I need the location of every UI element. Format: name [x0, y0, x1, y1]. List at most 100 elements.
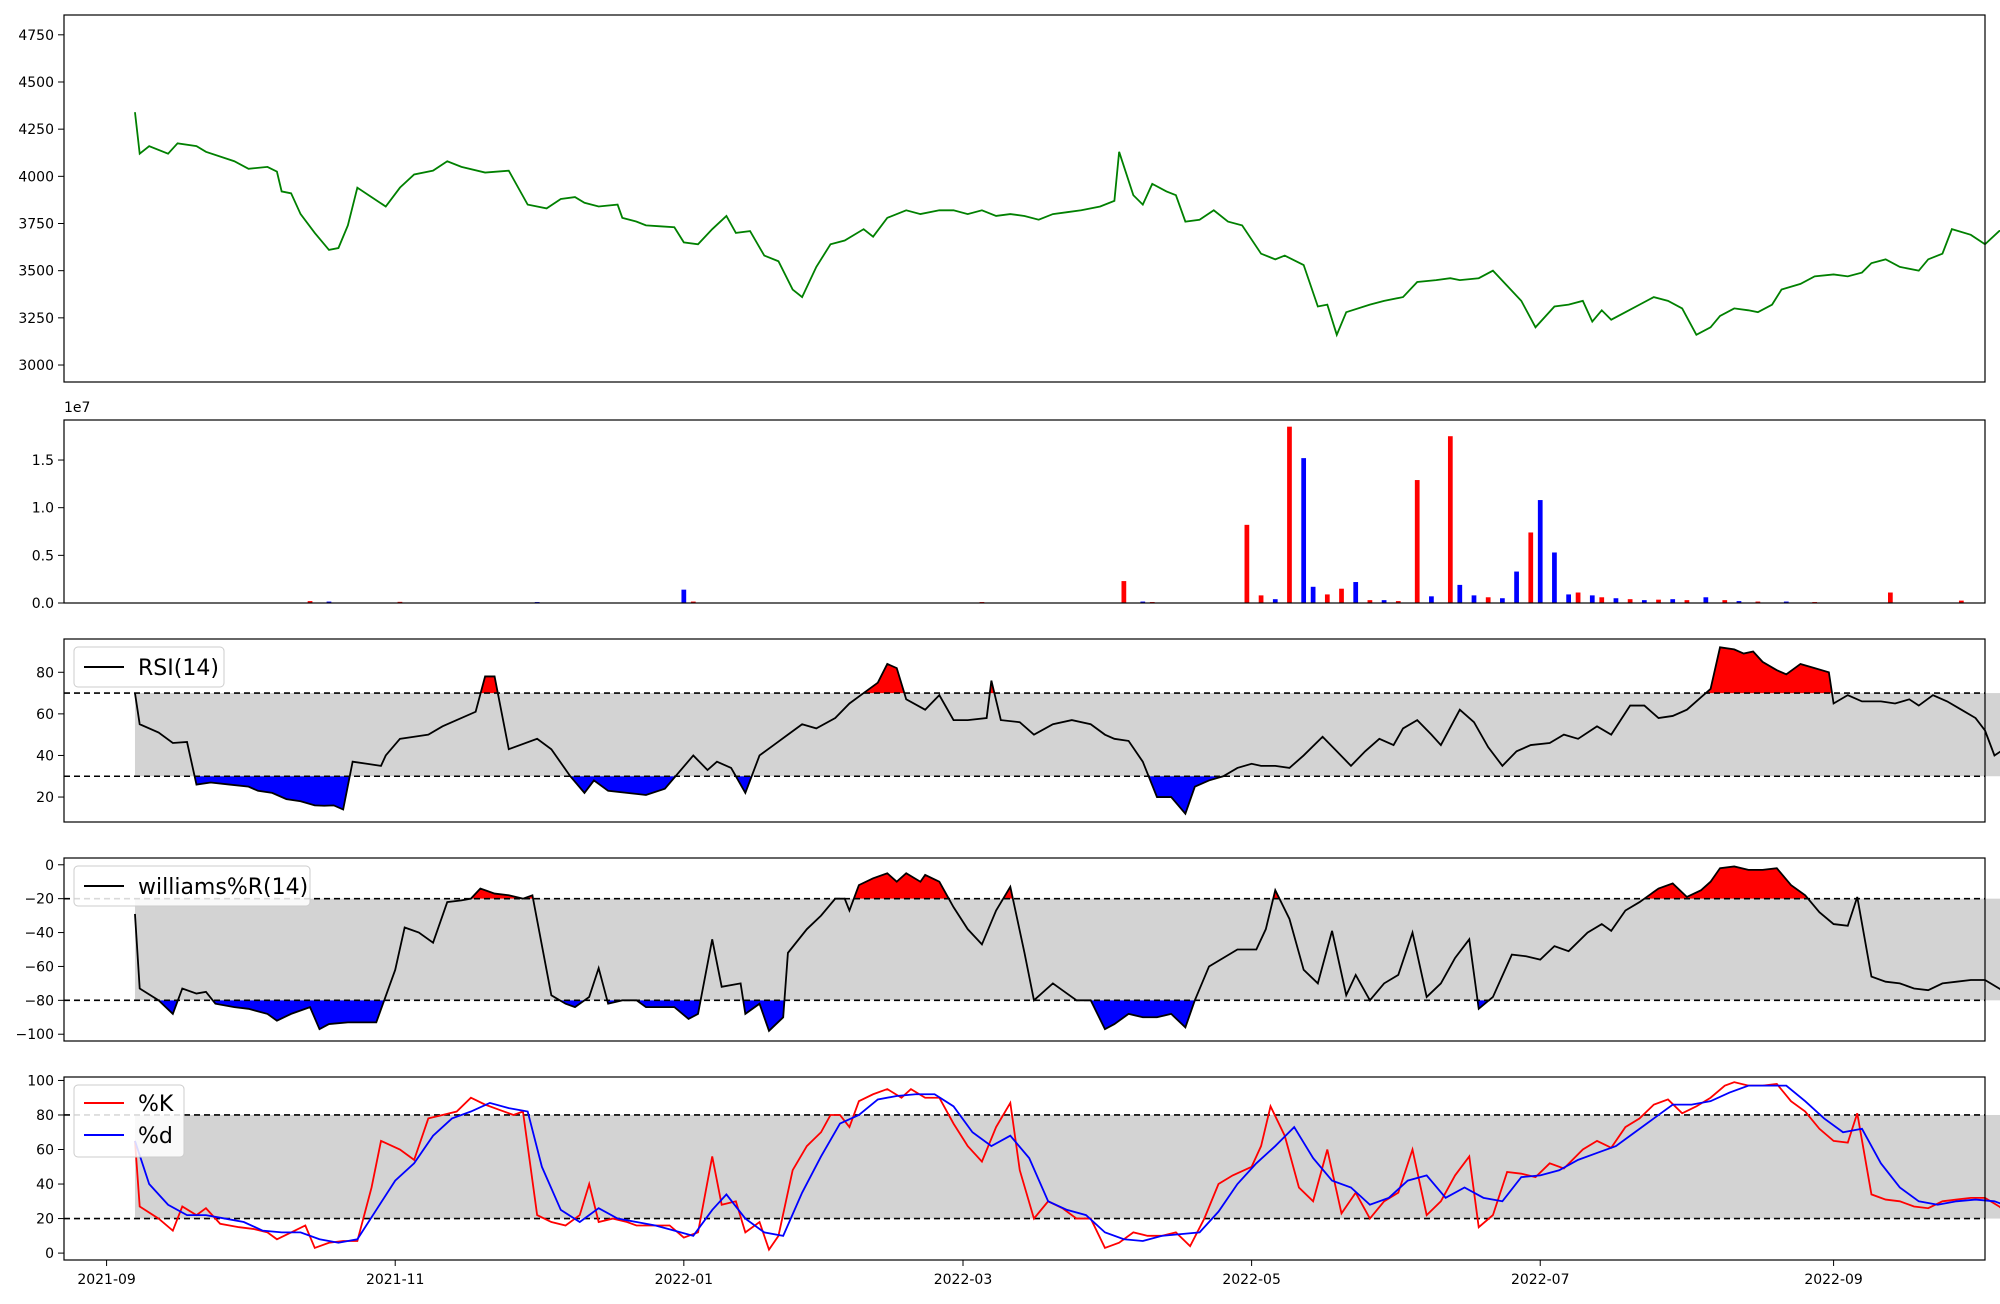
volume-bar — [1339, 588, 1344, 603]
williams-neutral-band — [134, 898, 2000, 1001]
volume-bar — [307, 601, 313, 603]
stochastic-ytick-label: 80 — [36, 1108, 54, 1124]
volume-bar — [1703, 597, 1709, 603]
volume-bar — [1414, 480, 1420, 603]
volume-bar — [1537, 500, 1543, 603]
rsi-line — [134, 646, 2000, 816]
williams-legend: williams%R(14) — [73, 865, 311, 907]
volume-panel: 0.0 0.5 1.0 1.5 1e7 — [32, 400, 1986, 612]
rsi-legend: RSI(14) — [73, 646, 225, 688]
volume-bar — [1613, 598, 1619, 603]
williams-line — [134, 865, 2000, 1033]
williams-ytick-label: −100 — [16, 1027, 54, 1043]
volume-bar — [1121, 581, 1127, 603]
stochastic-ytick-label: 100 — [27, 1073, 54, 1089]
williams-ytick-label: −60 — [24, 959, 54, 975]
williams-overbought-fill — [853, 873, 949, 899]
date-axis: 2021-09 2021-11 2022-01 2022-03 2022-05 2022-… — [77, 1260, 1863, 1288]
volume-bar — [1429, 596, 1434, 603]
volume-bar — [1287, 426, 1292, 603]
rsi-panel: RSI(14) 20 40 60 80 — [36, 638, 2000, 823]
price-frame — [63, 14, 1986, 383]
stochastic-frame — [63, 1076, 1986, 1261]
williams-ytick-label: 0 — [45, 858, 54, 874]
stochastic-ytick-label: 20 — [36, 1212, 54, 1228]
price-ytick-label: 4250 — [18, 122, 54, 138]
volume-bar — [1447, 436, 1453, 603]
volume-bar — [1485, 597, 1491, 603]
volume-bar — [1258, 595, 1264, 603]
volume-bar — [1244, 524, 1250, 603]
williams-oversold-fill — [607, 1000, 701, 1019]
williams-overbought-fill — [1644, 866, 1809, 899]
rsi-ytick-label: 60 — [36, 707, 54, 723]
stochastic-neutral-band — [134, 1114, 2000, 1219]
legend-label: %d — [138, 1124, 173, 1149]
volume-bar — [1736, 601, 1742, 603]
volume-ytick-label: 0.0 — [32, 596, 54, 612]
volume-bar — [1140, 601, 1146, 603]
price-ytick-label: 3750 — [18, 217, 54, 233]
williams-ytick-label: −80 — [24, 993, 54, 1009]
volume-bar — [1552, 552, 1557, 603]
volume-ytick-label: 1.5 — [32, 453, 54, 469]
volume-frame — [63, 419, 1986, 604]
price-ytick-label: 3000 — [18, 358, 54, 374]
volume-bar — [1324, 594, 1330, 603]
volume-bar — [1627, 599, 1633, 603]
rsi-oversold-fill — [570, 776, 676, 795]
williams-r-panel: williams%R(14) −100 −80 −60 −40 −20 0 — [16, 857, 2000, 1043]
volume-bar — [1514, 571, 1519, 603]
rsi-oversold-fill — [735, 776, 752, 793]
volume-bar — [690, 601, 696, 603]
volume-bar — [1589, 595, 1595, 603]
rsi-ytick-label: 40 — [36, 748, 54, 764]
volume-bar — [1500, 598, 1505, 603]
legend-label: %K — [138, 1092, 174, 1117]
stochastic-ytick-label: 0 — [45, 1246, 54, 1262]
williams-ytick-label: −40 — [24, 926, 54, 942]
rsi-oversold-fill — [1148, 776, 1224, 814]
volume-bar — [1599, 597, 1605, 603]
x-tick-label: 2022-09 — [1804, 1272, 1863, 1288]
volume-bar — [1310, 586, 1316, 603]
x-tick-label: 2022-03 — [934, 1272, 993, 1288]
rsi-neutral-band — [134, 693, 2000, 777]
volume-bar — [1641, 600, 1647, 603]
legend-label: RSI(14) — [138, 656, 219, 681]
stochastic-k-line — [134, 1081, 2000, 1252]
williams-frame — [63, 857, 1986, 1042]
price-ytick-label: 3500 — [18, 264, 54, 280]
x-tick-label: 2022-07 — [1511, 1272, 1570, 1288]
volume-bar — [1755, 601, 1761, 603]
legend-label: williams%R(14) — [138, 875, 308, 900]
volume-bar — [1353, 582, 1359, 603]
volume-bar — [1528, 532, 1534, 603]
rsi-overbought-fill — [480, 676, 498, 694]
volume-bar — [326, 601, 332, 603]
volume-bar — [1381, 600, 1387, 603]
price-ytick-label: 3250 — [18, 311, 54, 327]
volume-bar — [1395, 601, 1401, 603]
volume-bar — [1272, 599, 1278, 603]
volume-bar — [1722, 600, 1728, 603]
stochastic-panel: %K %d 0 20 40 60 80 100 — [27, 1073, 2000, 1262]
x-tick-label: 2022-05 — [1222, 1272, 1281, 1288]
volume-bar — [1684, 600, 1690, 603]
rsi-ytick-label: 20 — [36, 790, 54, 806]
price-ytick-label: 4500 — [18, 75, 54, 91]
legend-box — [73, 646, 225, 688]
volume-bar — [1783, 601, 1789, 603]
x-tick-label: 2021-09 — [77, 1272, 136, 1288]
volume-ytick-label: 1.0 — [32, 501, 54, 517]
stochastic-ytick-label: 60 — [36, 1143, 54, 1159]
volume-bar — [1656, 599, 1661, 603]
legend-box — [73, 865, 311, 907]
volume-bar — [1888, 592, 1893, 603]
volume-offset-label: 1e7 — [64, 400, 90, 416]
volume-bar — [1367, 600, 1373, 603]
volume-bar — [1566, 594, 1571, 603]
rsi-overbought-fill — [1705, 647, 1833, 694]
volume-bar — [1670, 599, 1676, 603]
